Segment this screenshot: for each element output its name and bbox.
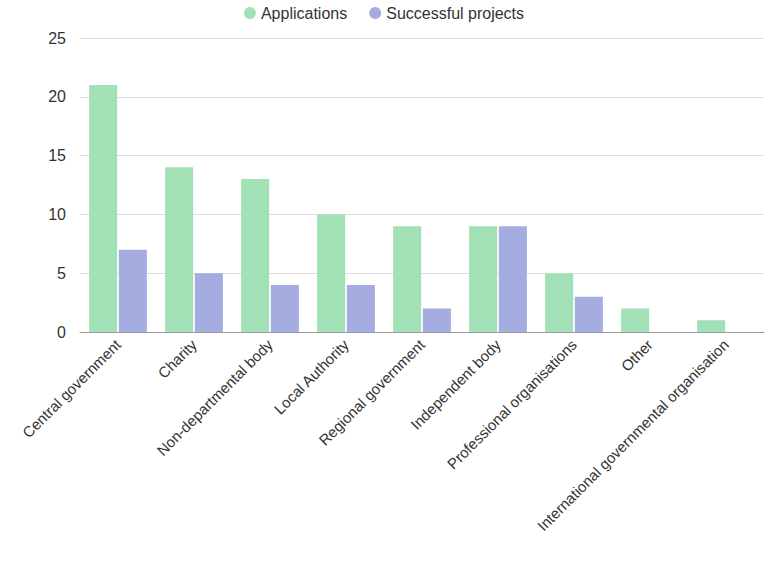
svg-text:Charity: Charity [154,336,200,382]
svg-text:Local Authority: Local Authority [270,336,352,418]
svg-text:10: 10 [48,206,66,223]
svg-text:Professional organisations: Professional organisations [444,336,580,472]
svg-text:Successful projects: Successful projects [386,5,524,22]
svg-text:15: 15 [48,147,66,164]
svg-text:International governmental org: International governmental organisation [534,336,732,534]
svg-text:Other: Other [617,336,656,375]
svg-text:Non-departmental body: Non-departmental body [153,336,276,459]
svg-text:Applications: Applications [261,5,347,22]
svg-text:Central government: Central government [19,335,125,441]
svg-text:5: 5 [57,265,66,282]
svg-text:20: 20 [48,88,66,105]
svg-text:25: 25 [48,30,66,47]
svg-text:Independent body: Independent body [407,336,504,433]
svg-text:Regional government: Regional government [315,335,428,448]
svg-text:0: 0 [57,324,66,341]
